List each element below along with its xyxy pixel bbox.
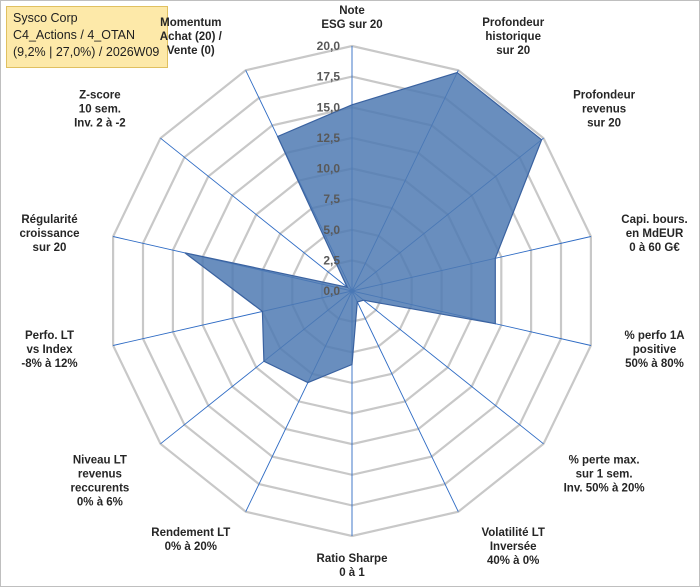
radar-series <box>184 71 543 384</box>
axis-label-11-line-1: croissance <box>19 228 79 240</box>
radar-axis-labels: Note ESG sur 20 Profondeur historique sur 20… <box>19 5 687 579</box>
axis-label-5: % perte max. sur 1 sem. Inv. 50% à 20% <box>564 455 645 495</box>
tick-label-7: 17,5 <box>317 70 341 84</box>
axis-label-12-line-2: Inv. 2 à -2 <box>74 117 126 129</box>
axis-label-10: Perfo. LT vs Index -8% à 12% <box>21 330 77 370</box>
axis-label-2-line-1: revenus <box>582 103 626 115</box>
axis-label-11-line-0: Régularité <box>21 214 77 226</box>
axis-label-4: % perfo 1A positive 50% à 80% <box>624 330 684 370</box>
axis-label-10-line-0: Perfo. LT <box>25 330 74 342</box>
axis-label-7: Ratio Sharpe 0 à 1 <box>317 553 388 579</box>
tick-label-3: 7,5 <box>323 192 340 206</box>
axis-label-4-line-1: positive <box>633 344 676 356</box>
axis-label-10-line-1: vs Index <box>26 344 73 356</box>
portfolio-path: C4_Actions / 4_OTAN <box>13 28 136 42</box>
axis-label-3-line-1: en MdEUR <box>626 228 684 240</box>
axis-label-13-line-1: Achat (20) / <box>160 31 223 43</box>
radar-tick-labels: 0,0 2,5 5,0 7,5 10,0 12,5 15,0 17,5 20,0 <box>317 39 341 298</box>
axis-label-12-line-0: Z-score <box>79 89 121 101</box>
axis-label-13: Momentum Achat (20) / Vente (0) <box>160 17 223 57</box>
axis-label-5-line-0: % perte max. <box>569 455 640 467</box>
tick-label-1: 2,5 <box>323 253 340 267</box>
axis-label-9-line-2: reccurents <box>70 483 129 495</box>
axis-label-12-line-1: 10 sem. <box>79 103 121 115</box>
axis-label-1-line-0: Profondeur <box>482 17 544 29</box>
axis-spoke-6 <box>351 290 459 512</box>
axis-label-8: Rendement LT 0% à 20% <box>151 527 230 553</box>
axis-label-3-line-2: 0 à 60 G€ <box>629 242 680 254</box>
axis-label-0-line-1: ESG sur 20 <box>321 19 382 31</box>
tick-label-0: 0,0 <box>323 284 340 298</box>
portfolio-header-box: Sysco Corp C4_Actions / 4_OTAN (9,2% | 2… <box>6 6 168 68</box>
axis-spoke-5 <box>351 290 544 445</box>
axis-label-0-line-0: Note <box>339 5 365 17</box>
axis-label-9-line-0: Niveau LT <box>73 455 127 467</box>
axis-label-1-line-2: sur 20 <box>496 45 530 57</box>
axis-label-5-line-2: Inv. 50% à 20% <box>564 483 645 495</box>
axis-label-5-line-1: sur 1 sem. <box>576 469 633 481</box>
portfolio-stats: (9,2% | 27,0%) / 2026W09 <box>13 45 160 59</box>
axis-label-12: Z-score 10 sem. Inv. 2 à -2 <box>74 89 126 129</box>
axis-label-9-line-1: revenus <box>78 469 122 481</box>
axis-label-7-line-1: 0 à 1 <box>339 567 365 579</box>
tick-label-5: 12,5 <box>317 131 341 145</box>
axis-label-9-line-3: 0% à 6% <box>77 497 123 509</box>
tick-label-8: 20,0 <box>317 39 341 53</box>
axis-label-7-line-0: Ratio Sharpe <box>317 553 388 565</box>
axis-label-3: Capi. bours. en MdEUR 0 à 60 G€ <box>621 214 687 254</box>
axis-label-8-line-1: 0% à 20% <box>165 541 217 553</box>
axis-label-6-line-2: 40% à 0% <box>487 555 539 567</box>
axis-spoke-12 <box>160 137 353 292</box>
axis-label-10-line-2: -8% à 12% <box>21 358 77 370</box>
axis-label-9: Niveau LT revenus reccurents 0% à 6% <box>70 455 129 509</box>
axis-label-2-line-2: sur 20 <box>587 117 621 129</box>
series-area <box>184 71 543 384</box>
axis-label-11: Régularité croissance sur 20 <box>19 214 79 254</box>
axis-label-1-line-1: historique <box>485 31 541 43</box>
axis-label-6-line-1: Inversée <box>490 541 537 553</box>
axis-label-13-line-0: Momentum <box>160 17 221 29</box>
tick-label-2: 5,0 <box>323 223 340 237</box>
axis-label-8-line-0: Rendement LT <box>151 527 230 539</box>
company-name: Sysco Corp <box>13 11 78 25</box>
axis-label-4-line-2: 50% à 80% <box>625 358 684 370</box>
axis-label-3-line-0: Capi. bours. <box>621 214 687 226</box>
axis-label-13-line-2: Vente (0) <box>167 45 215 57</box>
tick-label-4: 10,0 <box>317 162 341 176</box>
axis-label-6-line-0: Volatilité LT <box>481 527 544 539</box>
axis-label-2: Profondeur revenus sur 20 <box>573 89 635 129</box>
axis-label-2-line-0: Profondeur <box>573 89 635 101</box>
axis-label-4-line-0: % perfo 1A <box>624 330 684 342</box>
axis-label-6: Volatilité LT Inversée 40% à 0% <box>481 527 544 567</box>
axis-label-0: Note ESG sur 20 <box>321 5 382 31</box>
axis-label-1: Profondeur historique sur 20 <box>482 17 544 57</box>
axis-label-11-line-2: sur 20 <box>33 242 67 254</box>
tick-label-6: 15,0 <box>317 100 341 114</box>
